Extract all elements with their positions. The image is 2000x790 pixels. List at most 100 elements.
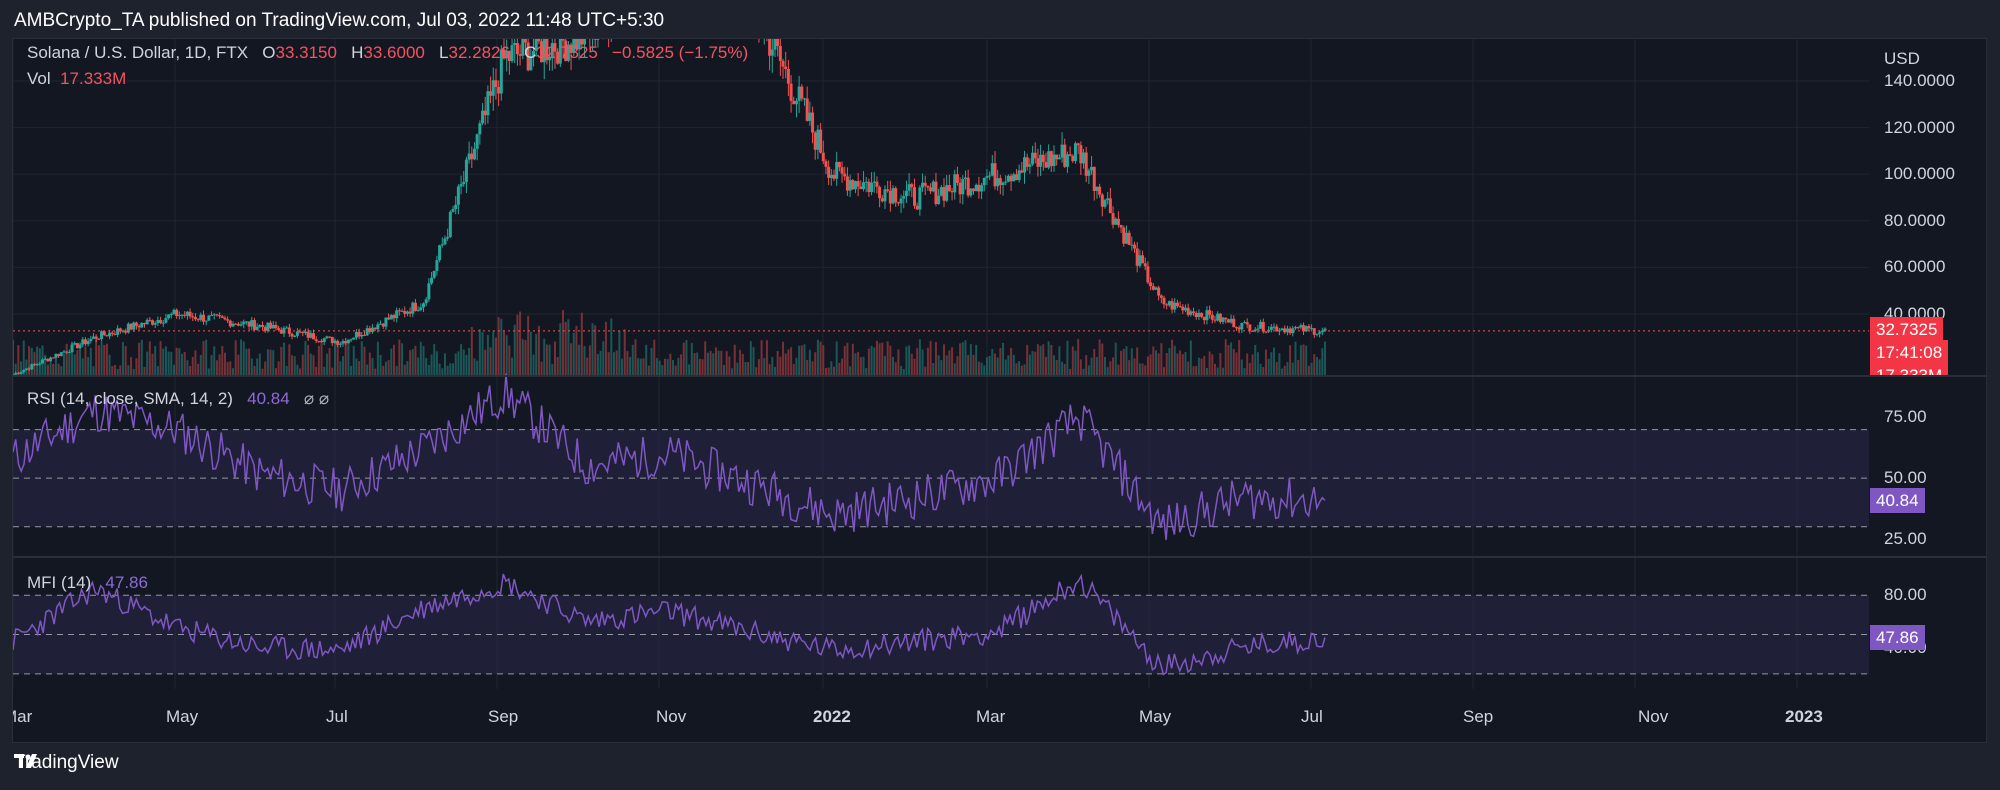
volume-bar — [843, 346, 846, 375]
volume-bar — [253, 365, 256, 375]
volume-bar — [1173, 345, 1176, 375]
candle-body — [553, 43, 557, 52]
volume-bar — [390, 348, 393, 375]
candle-body — [513, 42, 517, 46]
candle-body — [126, 323, 130, 333]
candle-body — [821, 152, 825, 162]
volume-bar — [285, 365, 288, 375]
volume-bar — [760, 340, 763, 375]
volume-bar — [1254, 344, 1257, 375]
volume-bar — [1125, 346, 1128, 375]
volume-bar — [975, 344, 978, 375]
volume-bar — [1133, 358, 1136, 375]
volume-bar — [602, 341, 605, 375]
candle-body — [346, 339, 350, 344]
volume-bar — [1289, 345, 1292, 375]
volume-bar — [940, 360, 943, 375]
volume-bar — [1095, 357, 1098, 375]
chart-frame[interactable]: Solana / U.S. Dollar, 1D, FTX O33.3150 H… — [12, 38, 1987, 743]
candle-body — [1229, 318, 1233, 323]
candle-body — [534, 39, 538, 52]
candle-body — [81, 339, 85, 345]
volume-bar — [1286, 362, 1289, 375]
candle-body — [244, 321, 248, 323]
volume-bar — [1176, 353, 1179, 375]
candle-body — [1296, 327, 1300, 329]
volume-bar — [1195, 366, 1198, 375]
candle-body — [1100, 194, 1104, 207]
chart-canvas[interactable] — [13, 39, 1987, 743]
volume-bar — [881, 342, 884, 375]
volume-bar — [489, 347, 492, 375]
volume-bar — [132, 368, 135, 375]
candle-body — [993, 163, 997, 187]
candle-body — [896, 202, 900, 204]
time-tick-label: Nov — [1638, 707, 1669, 726]
volume-bar — [237, 354, 240, 375]
candle-body — [365, 328, 369, 336]
candle-body — [1304, 326, 1308, 332]
volume-bar — [97, 345, 100, 375]
candle-body — [1280, 328, 1284, 331]
volume-bar — [739, 349, 742, 375]
candle-body — [161, 322, 165, 324]
volume-bar — [1216, 367, 1219, 375]
volume-bar — [296, 364, 299, 375]
candle-body — [481, 110, 485, 124]
volume-bar — [325, 353, 328, 375]
candle-body — [1318, 332, 1322, 334]
volume-bar — [674, 365, 677, 375]
candle-body — [1240, 322, 1244, 330]
volume-bar — [806, 359, 809, 375]
candle-body — [564, 40, 568, 61]
candle-body — [1299, 325, 1303, 328]
volume-bar — [215, 360, 218, 375]
volume-bar — [1055, 359, 1058, 375]
volume-bar — [358, 361, 361, 375]
volume-bar — [256, 358, 259, 375]
pane-divider-rsi-mfi[interactable] — [13, 556, 1986, 558]
candle-body — [405, 311, 409, 314]
candle-body — [298, 331, 302, 333]
candle-body — [116, 328, 120, 335]
candle-body — [1173, 302, 1177, 310]
volume-bar — [653, 339, 656, 375]
volume-bar — [1238, 340, 1241, 375]
volume-bar — [272, 350, 275, 375]
candle-body — [996, 178, 1000, 187]
volume-bar — [926, 347, 929, 375]
volume-bar — [1243, 368, 1246, 375]
volume-bar — [427, 364, 430, 375]
volume-bar — [562, 310, 565, 375]
volume-bar — [752, 347, 755, 375]
candle-body — [1259, 321, 1263, 329]
volume-bar — [36, 346, 39, 375]
candle-body — [27, 368, 31, 370]
candle-body — [266, 322, 270, 331]
volume-bar — [92, 366, 95, 375]
volume-bar — [1179, 350, 1182, 375]
volume-bar — [449, 363, 452, 375]
volume-bar — [811, 361, 814, 375]
candle-body — [204, 320, 208, 322]
volume-bar — [623, 329, 626, 375]
volume-bar — [1082, 368, 1085, 375]
volume-bar — [677, 357, 680, 375]
volume-bar — [87, 357, 90, 375]
candle-body — [295, 331, 299, 336]
volume-bar — [151, 353, 154, 375]
volume-bar — [167, 351, 170, 375]
volume-bar — [1149, 354, 1152, 375]
candle-body — [223, 317, 227, 320]
pane-divider-price-rsi[interactable] — [13, 375, 1986, 377]
candle-body — [990, 163, 994, 176]
volume-bar — [409, 350, 412, 375]
footer[interactable]: TradingView — [14, 752, 119, 774]
volume-bar — [478, 329, 481, 375]
candle-body — [1264, 331, 1268, 333]
volume-bar — [932, 363, 935, 375]
candle-body — [532, 51, 536, 56]
volume-bar — [1071, 346, 1074, 375]
volume-bar — [497, 317, 500, 375]
volume-bar — [1157, 353, 1160, 375]
